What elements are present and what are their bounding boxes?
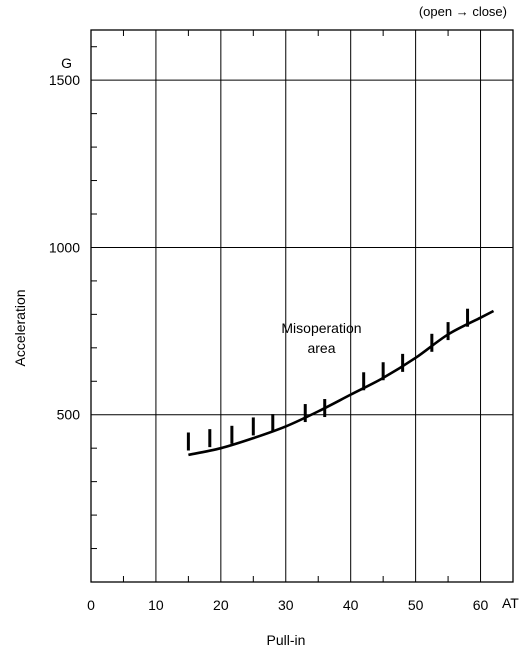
tick-labels: 0 10 20 30 40 50 60 500 1000 1500 [49, 72, 489, 613]
y-tick-label: 1000 [49, 239, 80, 255]
x-unit-label: AT [502, 595, 519, 611]
y-tick-label: 1500 [49, 72, 80, 88]
plot-frame [90, 29, 514, 583]
series-line [188, 309, 495, 457]
annotation-line-2: area [307, 340, 335, 356]
x-tick-label: 10 [148, 597, 164, 613]
x-tick-label: 30 [278, 597, 294, 613]
x-tick-label: 60 [473, 597, 489, 613]
x-axis-title: Pull-in [267, 632, 306, 648]
grid [91, 30, 513, 582]
x-tick-label: 40 [343, 597, 359, 613]
top-note: (open → close) [419, 4, 507, 19]
x-tick-label: 50 [408, 597, 424, 613]
y-tick-label: 500 [57, 407, 81, 423]
annotation-line-1: Misoperation [281, 320, 361, 336]
minor-ticks [91, 30, 449, 582]
x-tick-label: 20 [213, 597, 229, 613]
x-tick-label: 0 [87, 597, 95, 613]
y-unit-label: G [61, 55, 72, 71]
y-axis-title: Acceleration [12, 289, 28, 366]
